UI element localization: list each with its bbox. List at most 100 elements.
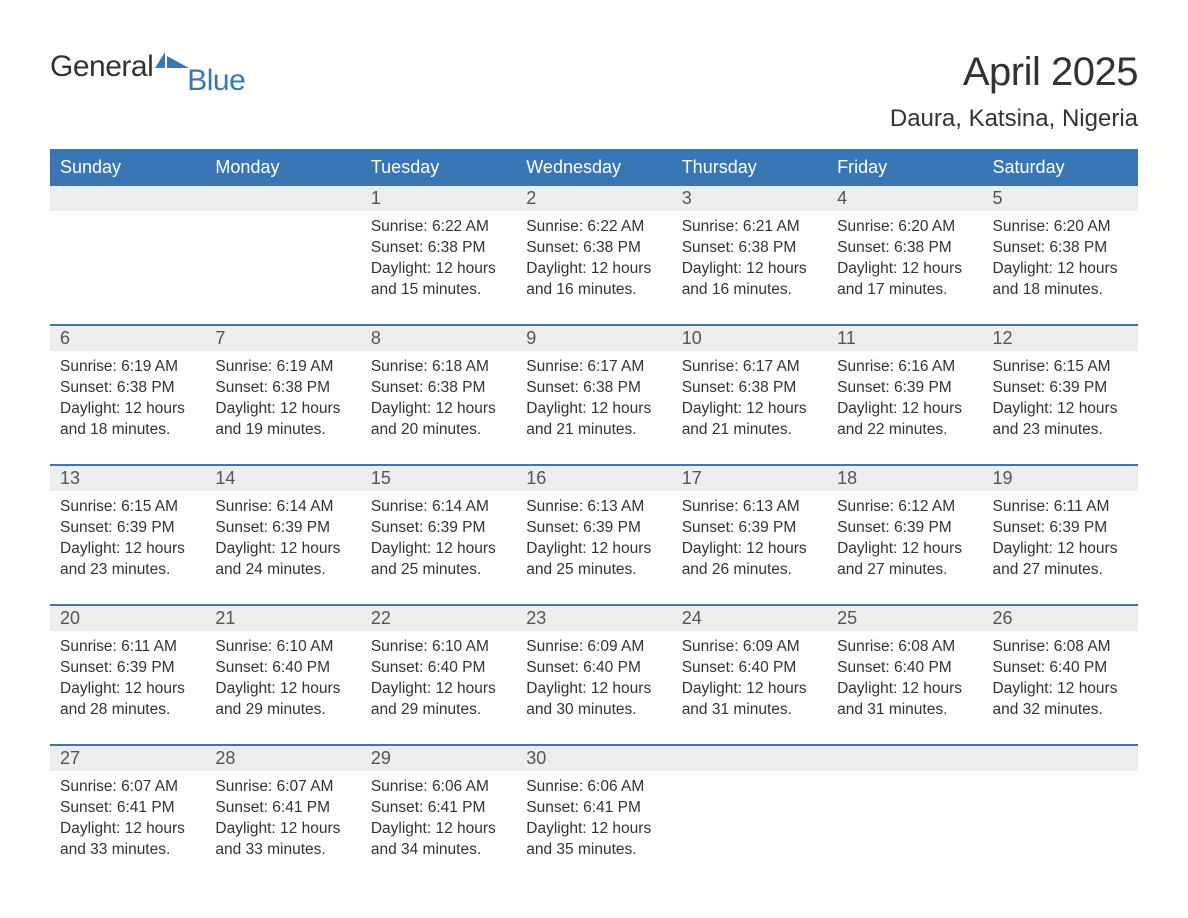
sunset-line: Sunset: 6:38 PM — [526, 378, 661, 399]
sunrise-line: Sunrise: 6:09 AM — [526, 637, 661, 658]
daylight-line: Daylight: 12 hours and 25 minutes. — [526, 539, 661, 581]
sunrise-line: Sunrise: 6:17 AM — [682, 357, 817, 378]
day-cell: 15Sunrise: 6:14 AMSunset: 6:39 PMDayligh… — [361, 466, 516, 586]
day-cell: 4Sunrise: 6:20 AMSunset: 6:38 PMDaylight… — [827, 186, 982, 306]
sunset-line: Sunset: 6:39 PM — [526, 518, 661, 539]
daylight-line: Daylight: 12 hours and 27 minutes. — [837, 539, 972, 581]
day-number: 27 — [50, 746, 205, 771]
day-cell: 14Sunrise: 6:14 AMSunset: 6:39 PMDayligh… — [205, 466, 360, 586]
sunset-line: Sunset: 6:39 PM — [837, 518, 972, 539]
day-number: 12 — [983, 326, 1138, 351]
day-cell: 23Sunrise: 6:09 AMSunset: 6:40 PMDayligh… — [516, 606, 671, 726]
day-number: 2 — [516, 186, 671, 211]
day-number: 16 — [516, 466, 671, 491]
sunrise-line: Sunrise: 6:15 AM — [993, 357, 1128, 378]
daylight-line: Daylight: 12 hours and 21 minutes. — [682, 399, 817, 441]
daylight-line: Daylight: 12 hours and 15 minutes. — [371, 259, 506, 301]
day-cell: 28Sunrise: 6:07 AMSunset: 6:41 PMDayligh… — [205, 746, 360, 866]
daylight-line: Daylight: 12 hours and 28 minutes. — [60, 679, 195, 721]
week-row: 1Sunrise: 6:22 AMSunset: 6:38 PMDaylight… — [50, 186, 1138, 306]
sunset-line: Sunset: 6:40 PM — [371, 658, 506, 679]
brand-word1: General — [50, 50, 153, 84]
day-number: 15 — [361, 466, 516, 491]
sunset-line: Sunset: 6:40 PM — [526, 658, 661, 679]
daylight-line: Daylight: 12 hours and 19 minutes. — [215, 399, 350, 441]
week-row: 6Sunrise: 6:19 AMSunset: 6:38 PMDaylight… — [50, 324, 1138, 446]
daylight-line: Daylight: 12 hours and 21 minutes. — [526, 399, 661, 441]
day-number: 22 — [361, 606, 516, 631]
daylight-line: Daylight: 12 hours and 31 minutes. — [682, 679, 817, 721]
sunset-line: Sunset: 6:39 PM — [993, 518, 1128, 539]
day-cell: 17Sunrise: 6:13 AMSunset: 6:39 PMDayligh… — [672, 466, 827, 586]
daylight-line: Daylight: 12 hours and 26 minutes. — [682, 539, 817, 581]
day-number: 17 — [672, 466, 827, 491]
sunset-line: Sunset: 6:38 PM — [837, 238, 972, 259]
day-body: Sunrise: 6:15 AMSunset: 6:39 PMDaylight:… — [983, 351, 1138, 441]
daylight-line: Daylight: 12 hours and 30 minutes. — [526, 679, 661, 721]
day-cell: 13Sunrise: 6:15 AMSunset: 6:39 PMDayligh… — [50, 466, 205, 586]
day-cell: 8Sunrise: 6:18 AMSunset: 6:38 PMDaylight… — [361, 326, 516, 446]
sunrise-line: Sunrise: 6:19 AM — [60, 357, 195, 378]
day-number: 7 — [205, 326, 360, 351]
sunset-line: Sunset: 6:39 PM — [837, 378, 972, 399]
sunset-line: Sunset: 6:38 PM — [371, 378, 506, 399]
weeks-container: 1Sunrise: 6:22 AMSunset: 6:38 PMDaylight… — [50, 186, 1138, 866]
day-body: Sunrise: 6:20 AMSunset: 6:38 PMDaylight:… — [827, 211, 982, 301]
daylight-line: Daylight: 12 hours and 18 minutes. — [60, 399, 195, 441]
sunset-line: Sunset: 6:38 PM — [993, 238, 1128, 259]
day-cell: 5Sunrise: 6:20 AMSunset: 6:38 PMDaylight… — [983, 186, 1138, 306]
day-body: Sunrise: 6:13 AMSunset: 6:39 PMDaylight:… — [516, 491, 671, 581]
sunset-line: Sunset: 6:41 PM — [215, 798, 350, 819]
weekday-label: Wednesday — [516, 149, 671, 186]
day-cell: 9Sunrise: 6:17 AMSunset: 6:38 PMDaylight… — [516, 326, 671, 446]
sunset-line: Sunset: 6:40 PM — [993, 658, 1128, 679]
day-cell: 24Sunrise: 6:09 AMSunset: 6:40 PMDayligh… — [672, 606, 827, 726]
day-cell: 1Sunrise: 6:22 AMSunset: 6:38 PMDaylight… — [361, 186, 516, 306]
day-body: Sunrise: 6:12 AMSunset: 6:39 PMDaylight:… — [827, 491, 982, 581]
sunrise-line: Sunrise: 6:13 AM — [526, 497, 661, 518]
day-body: Sunrise: 6:08 AMSunset: 6:40 PMDaylight:… — [827, 631, 982, 721]
daylight-line: Daylight: 12 hours and 32 minutes. — [993, 679, 1128, 721]
day-number: 9 — [516, 326, 671, 351]
day-number: 1 — [361, 186, 516, 211]
daylight-line: Daylight: 12 hours and 17 minutes. — [837, 259, 972, 301]
day-cell: 22Sunrise: 6:10 AMSunset: 6:40 PMDayligh… — [361, 606, 516, 726]
daylight-line: Daylight: 12 hours and 27 minutes. — [993, 539, 1128, 581]
day-cell: 21Sunrise: 6:10 AMSunset: 6:40 PMDayligh… — [205, 606, 360, 726]
day-number — [983, 746, 1138, 771]
day-body: Sunrise: 6:19 AMSunset: 6:38 PMDaylight:… — [205, 351, 360, 441]
sunrise-line: Sunrise: 6:11 AM — [60, 637, 195, 658]
day-body: Sunrise: 6:16 AMSunset: 6:39 PMDaylight:… — [827, 351, 982, 441]
daylight-line: Daylight: 12 hours and 18 minutes. — [993, 259, 1128, 301]
day-number: 24 — [672, 606, 827, 631]
sunset-line: Sunset: 6:39 PM — [371, 518, 506, 539]
weekday-label: Monday — [205, 149, 360, 186]
weekday-label: Tuesday — [361, 149, 516, 186]
day-body: Sunrise: 6:10 AMSunset: 6:40 PMDaylight:… — [361, 631, 516, 721]
daylight-line: Daylight: 12 hours and 33 minutes. — [215, 819, 350, 861]
sunrise-line: Sunrise: 6:12 AM — [837, 497, 972, 518]
day-cell: 11Sunrise: 6:16 AMSunset: 6:39 PMDayligh… — [827, 326, 982, 446]
sunrise-line: Sunrise: 6:22 AM — [526, 217, 661, 238]
weekday-label: Sunday — [50, 149, 205, 186]
week-row: 13Sunrise: 6:15 AMSunset: 6:39 PMDayligh… — [50, 464, 1138, 586]
day-body: Sunrise: 6:18 AMSunset: 6:38 PMDaylight:… — [361, 351, 516, 441]
day-number — [205, 186, 360, 211]
day-cell: 18Sunrise: 6:12 AMSunset: 6:39 PMDayligh… — [827, 466, 982, 586]
day-body: Sunrise: 6:19 AMSunset: 6:38 PMDaylight:… — [50, 351, 205, 441]
daylight-line: Daylight: 12 hours and 20 minutes. — [371, 399, 506, 441]
day-number: 29 — [361, 746, 516, 771]
sunrise-line: Sunrise: 6:11 AM — [993, 497, 1128, 518]
day-cell: 29Sunrise: 6:06 AMSunset: 6:41 PMDayligh… — [361, 746, 516, 866]
day-number: 4 — [827, 186, 982, 211]
sunrise-line: Sunrise: 6:18 AM — [371, 357, 506, 378]
day-cell: 30Sunrise: 6:06 AMSunset: 6:41 PMDayligh… — [516, 746, 671, 866]
sunrise-line: Sunrise: 6:20 AM — [993, 217, 1128, 238]
weekday-header: Sunday Monday Tuesday Wednesday Thursday… — [50, 149, 1138, 186]
daylight-line: Daylight: 12 hours and 29 minutes. — [215, 679, 350, 721]
day-number: 13 — [50, 466, 205, 491]
sunrise-line: Sunrise: 6:10 AM — [215, 637, 350, 658]
weekday-label: Friday — [827, 149, 982, 186]
day-body: Sunrise: 6:14 AMSunset: 6:39 PMDaylight:… — [361, 491, 516, 581]
day-number: 30 — [516, 746, 671, 771]
